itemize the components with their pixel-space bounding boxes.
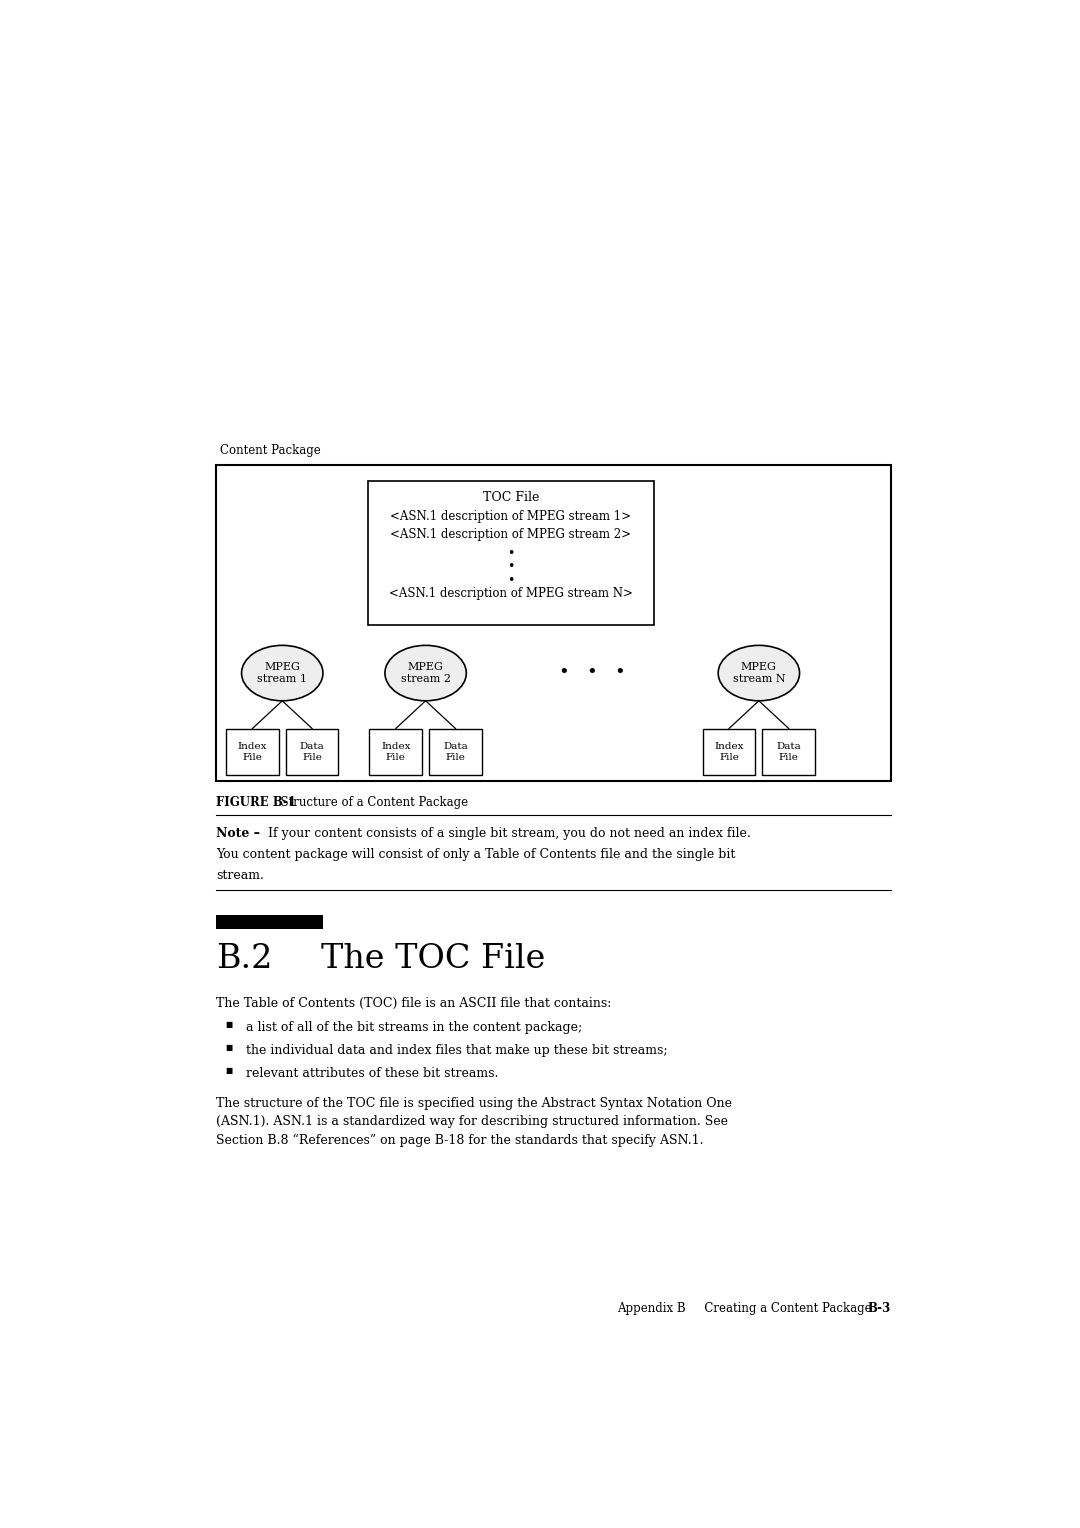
Ellipse shape xyxy=(718,645,799,701)
Text: Content Package: Content Package xyxy=(220,445,321,457)
Text: Data
File: Data File xyxy=(300,741,324,761)
Ellipse shape xyxy=(384,645,467,701)
Text: stream.: stream. xyxy=(216,868,265,882)
Bar xyxy=(429,729,482,775)
Text: Index
File: Index File xyxy=(238,741,267,761)
Text: •: • xyxy=(508,561,514,573)
Text: Data
File: Data File xyxy=(443,741,468,761)
Text: MPEG
stream N: MPEG stream N xyxy=(732,662,785,685)
Text: •: • xyxy=(508,547,514,559)
Text: You content package will consist of only a Table of Contents file and the single: You content package will consist of only… xyxy=(216,848,735,860)
Text: ■: ■ xyxy=(226,1044,233,1053)
Text: If your content consists of a single bit stream, you do not need an index file.: If your content consists of a single bit… xyxy=(265,827,752,840)
Bar xyxy=(762,729,815,775)
Text: Index
File: Index File xyxy=(381,741,410,761)
Text: Index
File: Index File xyxy=(714,741,744,761)
Text: Note –: Note – xyxy=(216,827,260,840)
Text: B.2: B.2 xyxy=(216,943,273,975)
Bar xyxy=(216,915,323,929)
Text: TOC File: TOC File xyxy=(483,492,539,504)
Text: <ASN.1 description of MPEG stream 1>: <ASN.1 description of MPEG stream 1> xyxy=(390,510,632,523)
Bar xyxy=(369,729,422,775)
Text: MPEG
stream 1: MPEG stream 1 xyxy=(257,662,307,685)
Text: relevant attributes of these bit streams.: relevant attributes of these bit streams… xyxy=(246,1068,498,1080)
Text: •: • xyxy=(508,573,514,587)
Text: Data
File: Data File xyxy=(777,741,801,761)
Bar xyxy=(226,729,279,775)
Text: B-3: B-3 xyxy=(867,1302,891,1316)
Text: <ASN.1 description of MPEG stream N>: <ASN.1 description of MPEG stream N> xyxy=(389,587,633,601)
Bar xyxy=(367,481,654,625)
Text: The TOC File: The TOC File xyxy=(321,943,545,975)
Text: Structure of a Content Package: Structure of a Content Package xyxy=(273,796,468,810)
Text: a list of all of the bit streams in the content package;: a list of all of the bit streams in the … xyxy=(246,1021,582,1034)
Text: ■: ■ xyxy=(226,1021,233,1030)
Text: MPEG
stream 2: MPEG stream 2 xyxy=(401,662,450,685)
Text: Appendix B     Creating a Content Package: Appendix B Creating a Content Package xyxy=(618,1302,891,1316)
Text: FIGURE B-1: FIGURE B-1 xyxy=(216,796,296,810)
Text: ■: ■ xyxy=(226,1068,233,1076)
Text: The structure of the TOC file is specified using the Abstract Syntax Notation On: The structure of the TOC file is specifi… xyxy=(216,1097,732,1148)
Bar xyxy=(286,729,338,775)
Text: •   •   •: • • • xyxy=(558,665,625,681)
Text: <ASN.1 description of MPEG stream 2>: <ASN.1 description of MPEG stream 2> xyxy=(390,529,632,541)
Text: the individual data and index files that make up these bit streams;: the individual data and index files that… xyxy=(246,1044,667,1057)
Bar xyxy=(703,729,755,775)
Ellipse shape xyxy=(242,645,323,701)
Bar xyxy=(216,465,891,781)
Text: The Table of Contents (TOC) file is an ASCII file that contains:: The Table of Contents (TOC) file is an A… xyxy=(216,996,611,1010)
